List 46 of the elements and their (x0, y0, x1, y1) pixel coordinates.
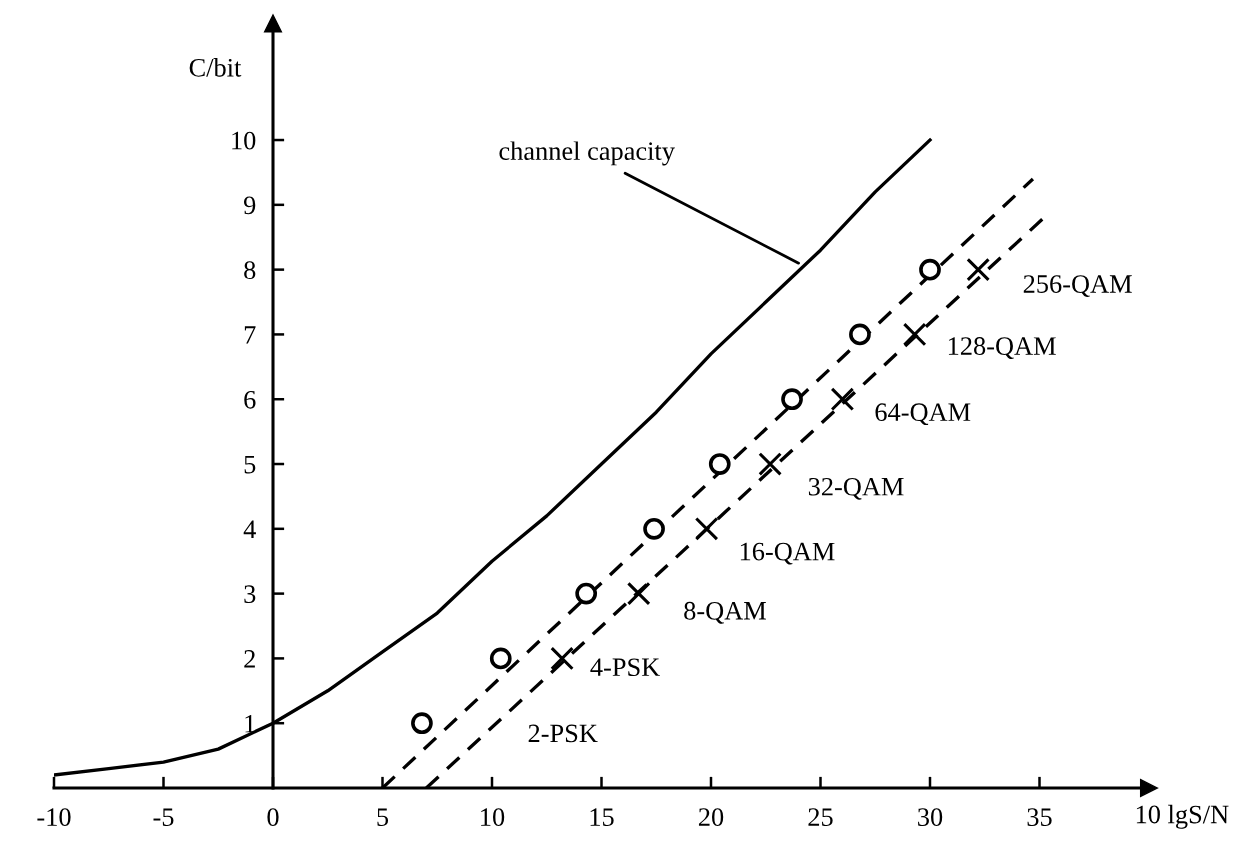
point (919, 258, 941, 281)
annotation: 32-QAM (808, 477, 904, 500)
y-tick-label: 8 (244, 261, 256, 280)
annotation: 8-QAM (684, 601, 766, 624)
x-tick-label: -10 (37, 808, 71, 827)
point (966, 257, 991, 282)
point (708, 453, 731, 475)
y-tick-label: 9 (243, 196, 256, 215)
y-axis-title: C/bit (189, 58, 242, 77)
x-tick-label: 25 (808, 808, 833, 827)
x-tick-label: 20 (698, 808, 724, 827)
x-tick-label: 0 (267, 808, 279, 827)
x-tick-label: 10 (481, 808, 505, 827)
x-tick-label: 15 (590, 808, 614, 827)
y-tick-label: 10 (232, 131, 256, 150)
point (550, 646, 574, 671)
x-tick-label: 35 (1027, 808, 1052, 827)
annotation: 2-PSK (528, 724, 598, 743)
y-tick-label: 5 (244, 455, 256, 474)
point (643, 517, 665, 540)
x-tick-label: 30 (918, 808, 943, 827)
annotation: 16-QAM (740, 542, 835, 565)
point (781, 388, 803, 411)
x-tick-label: 5 (377, 808, 389, 827)
annotation: 64-QAM (875, 403, 971, 426)
annotation: channel capacity (499, 141, 675, 166)
y-tick-label: 4 (243, 520, 256, 538)
y-tick-label: 6 (244, 390, 256, 409)
x-axis-title: 10 lgS/N (1136, 804, 1229, 829)
y-tick-label: 7 (244, 326, 256, 344)
annotation: 128-QAM (948, 337, 1056, 359)
point (489, 647, 512, 670)
point (694, 516, 719, 541)
y-tick-label: 2 (244, 650, 255, 668)
point (849, 323, 871, 346)
x-tick-label: -5 (153, 808, 174, 827)
y-tick-label: 1 (245, 714, 255, 733)
point (902, 322, 927, 347)
point (411, 712, 433, 735)
annotation: 256-QAM (1023, 275, 1132, 297)
point (830, 387, 855, 412)
y-tick-label: 3 (244, 585, 256, 604)
point (758, 452, 782, 476)
point (575, 582, 598, 605)
annotation: 4-PSK (590, 658, 660, 677)
point (626, 581, 651, 606)
